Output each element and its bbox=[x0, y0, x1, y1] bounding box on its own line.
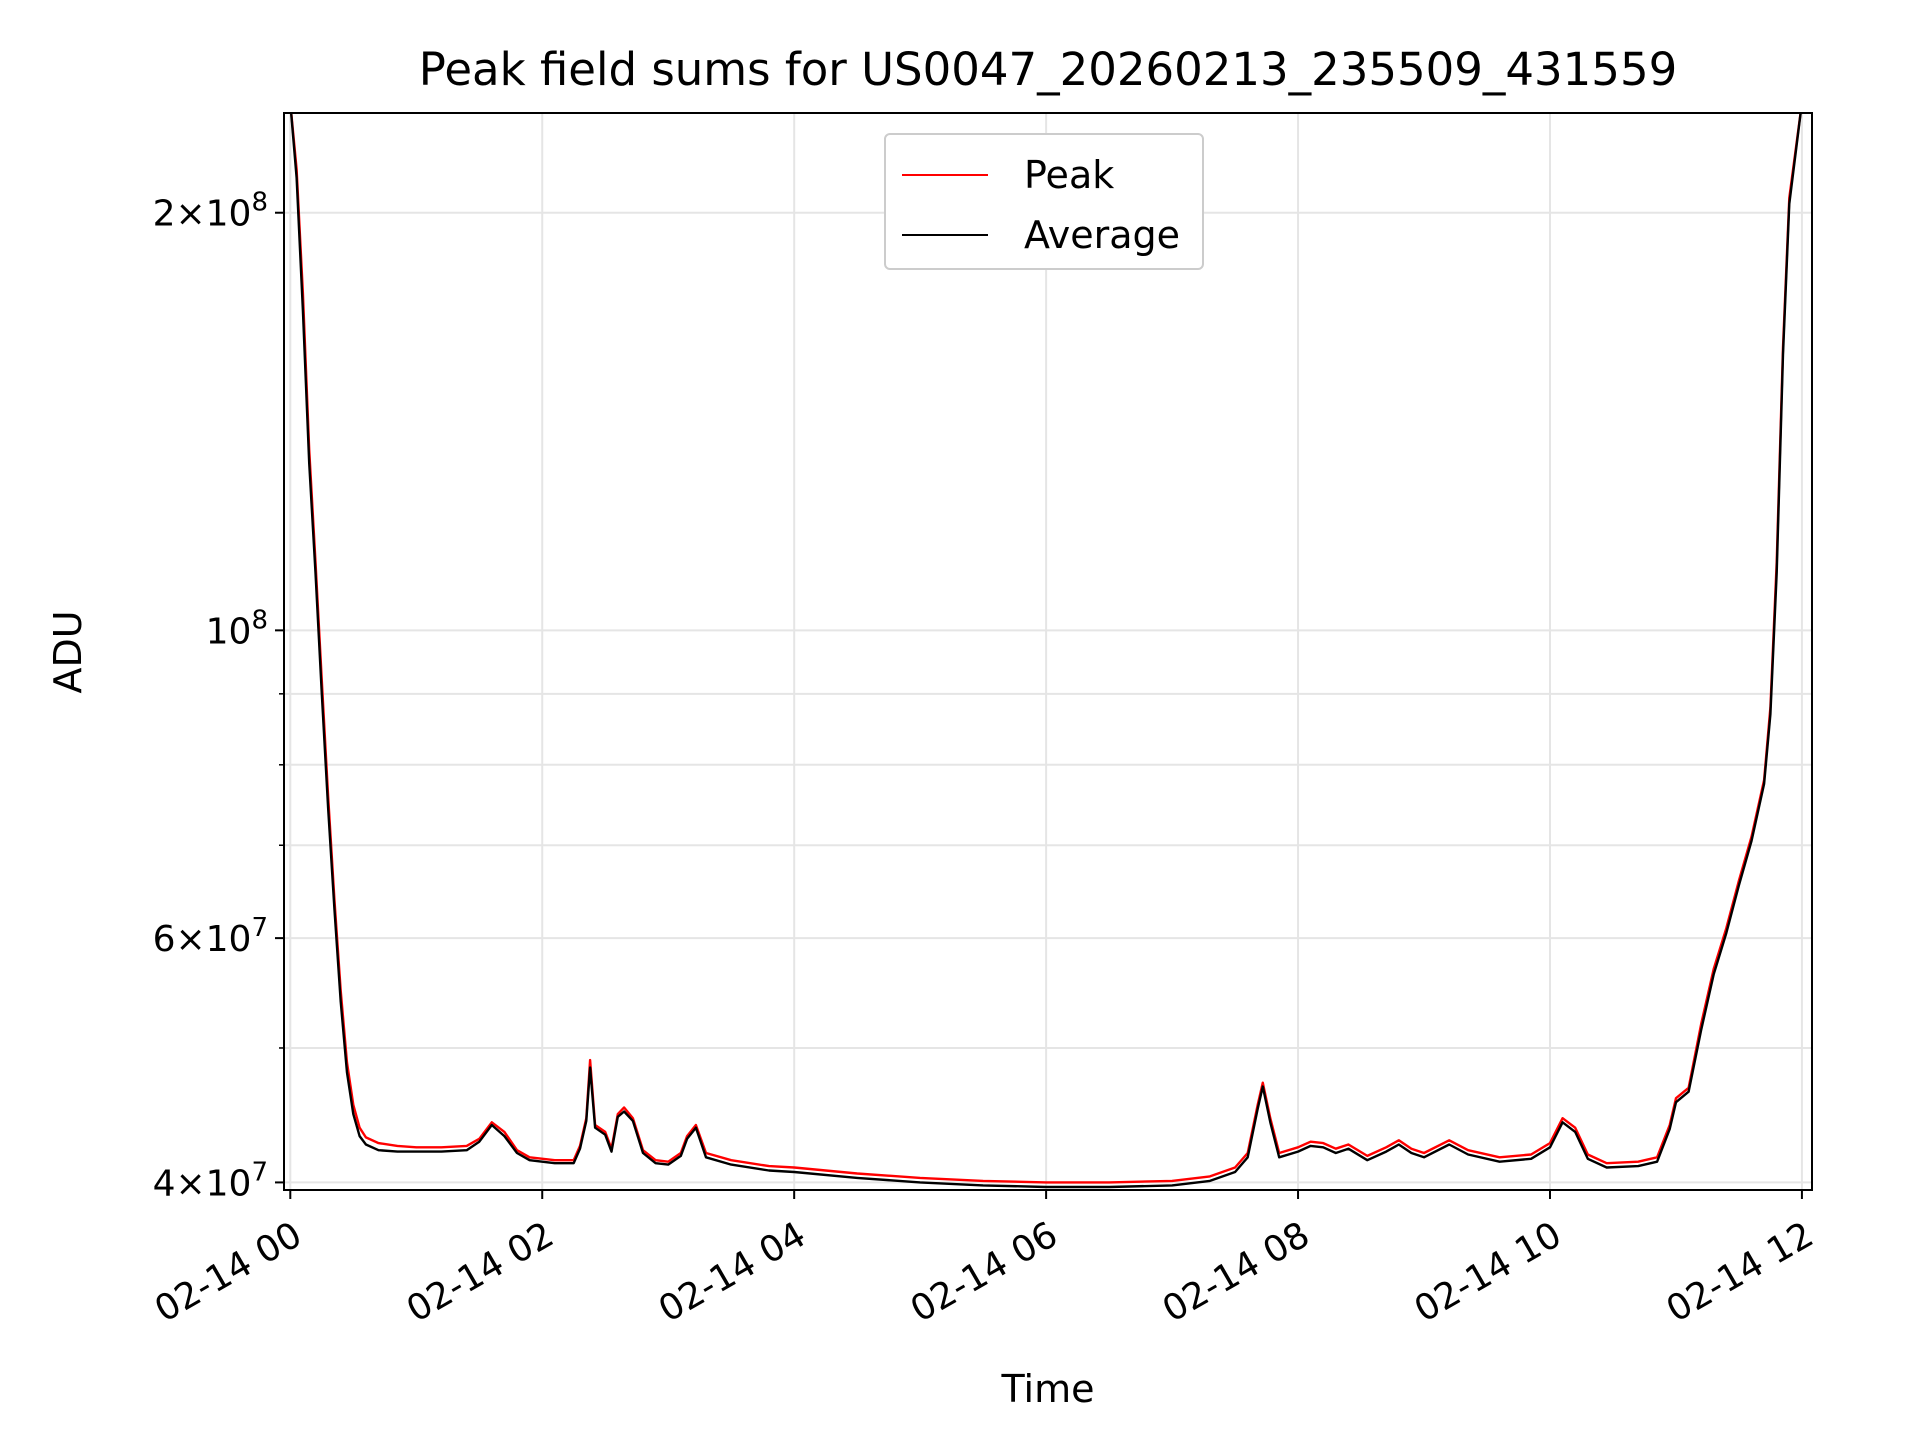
y-tick-label: 108 bbox=[206, 605, 268, 652]
legend-item-average: Average bbox=[902, 213, 1181, 257]
x-tick-label: 02-14 10 bbox=[1408, 1214, 1569, 1330]
series-line-peak bbox=[290, 113, 1802, 1184]
y-tick-label: 2×108 bbox=[153, 188, 268, 235]
chart-title: Peak field sums for US0047_20260213_2355… bbox=[419, 43, 1677, 96]
y-axis-label: ADU bbox=[46, 610, 90, 693]
legend-label-peak: Peak bbox=[1024, 153, 1115, 197]
x-tick-label: 02-14 00 bbox=[148, 1214, 309, 1330]
y-tick-label: 6×107 bbox=[153, 913, 268, 960]
y-tick-label: 4×107 bbox=[153, 1157, 268, 1204]
legend-swatch-average bbox=[902, 234, 988, 236]
legend-swatch-peak bbox=[902, 174, 988, 176]
plot-frame bbox=[283, 112, 1813, 1191]
legend-label-average: Average bbox=[1024, 213, 1181, 257]
grid-lines bbox=[284, 113, 1812, 1190]
x-tick-label: 02-14 06 bbox=[904, 1214, 1065, 1330]
series-layer bbox=[289, 113, 1802, 1189]
series-line-average bbox=[289, 113, 1802, 1189]
x-axis-label: Time bbox=[1001, 1367, 1095, 1411]
legend: Peak Average bbox=[884, 133, 1204, 270]
x-tick-label: 02-14 04 bbox=[652, 1214, 813, 1330]
x-tick-label: 02-14 02 bbox=[400, 1214, 561, 1330]
x-tick-label: 02-14 08 bbox=[1156, 1214, 1317, 1330]
x-axis-ticks: 02-14 00 02-14 02 02-14 04 02-14 06 02-14 08… bbox=[148, 1190, 1820, 1331]
x-tick-label: 02-14 12 bbox=[1660, 1214, 1821, 1330]
y-axis-ticks: 4×107 6×107 108 2×108 bbox=[153, 188, 284, 1204]
legend-item-peak: Peak bbox=[902, 153, 1115, 197]
